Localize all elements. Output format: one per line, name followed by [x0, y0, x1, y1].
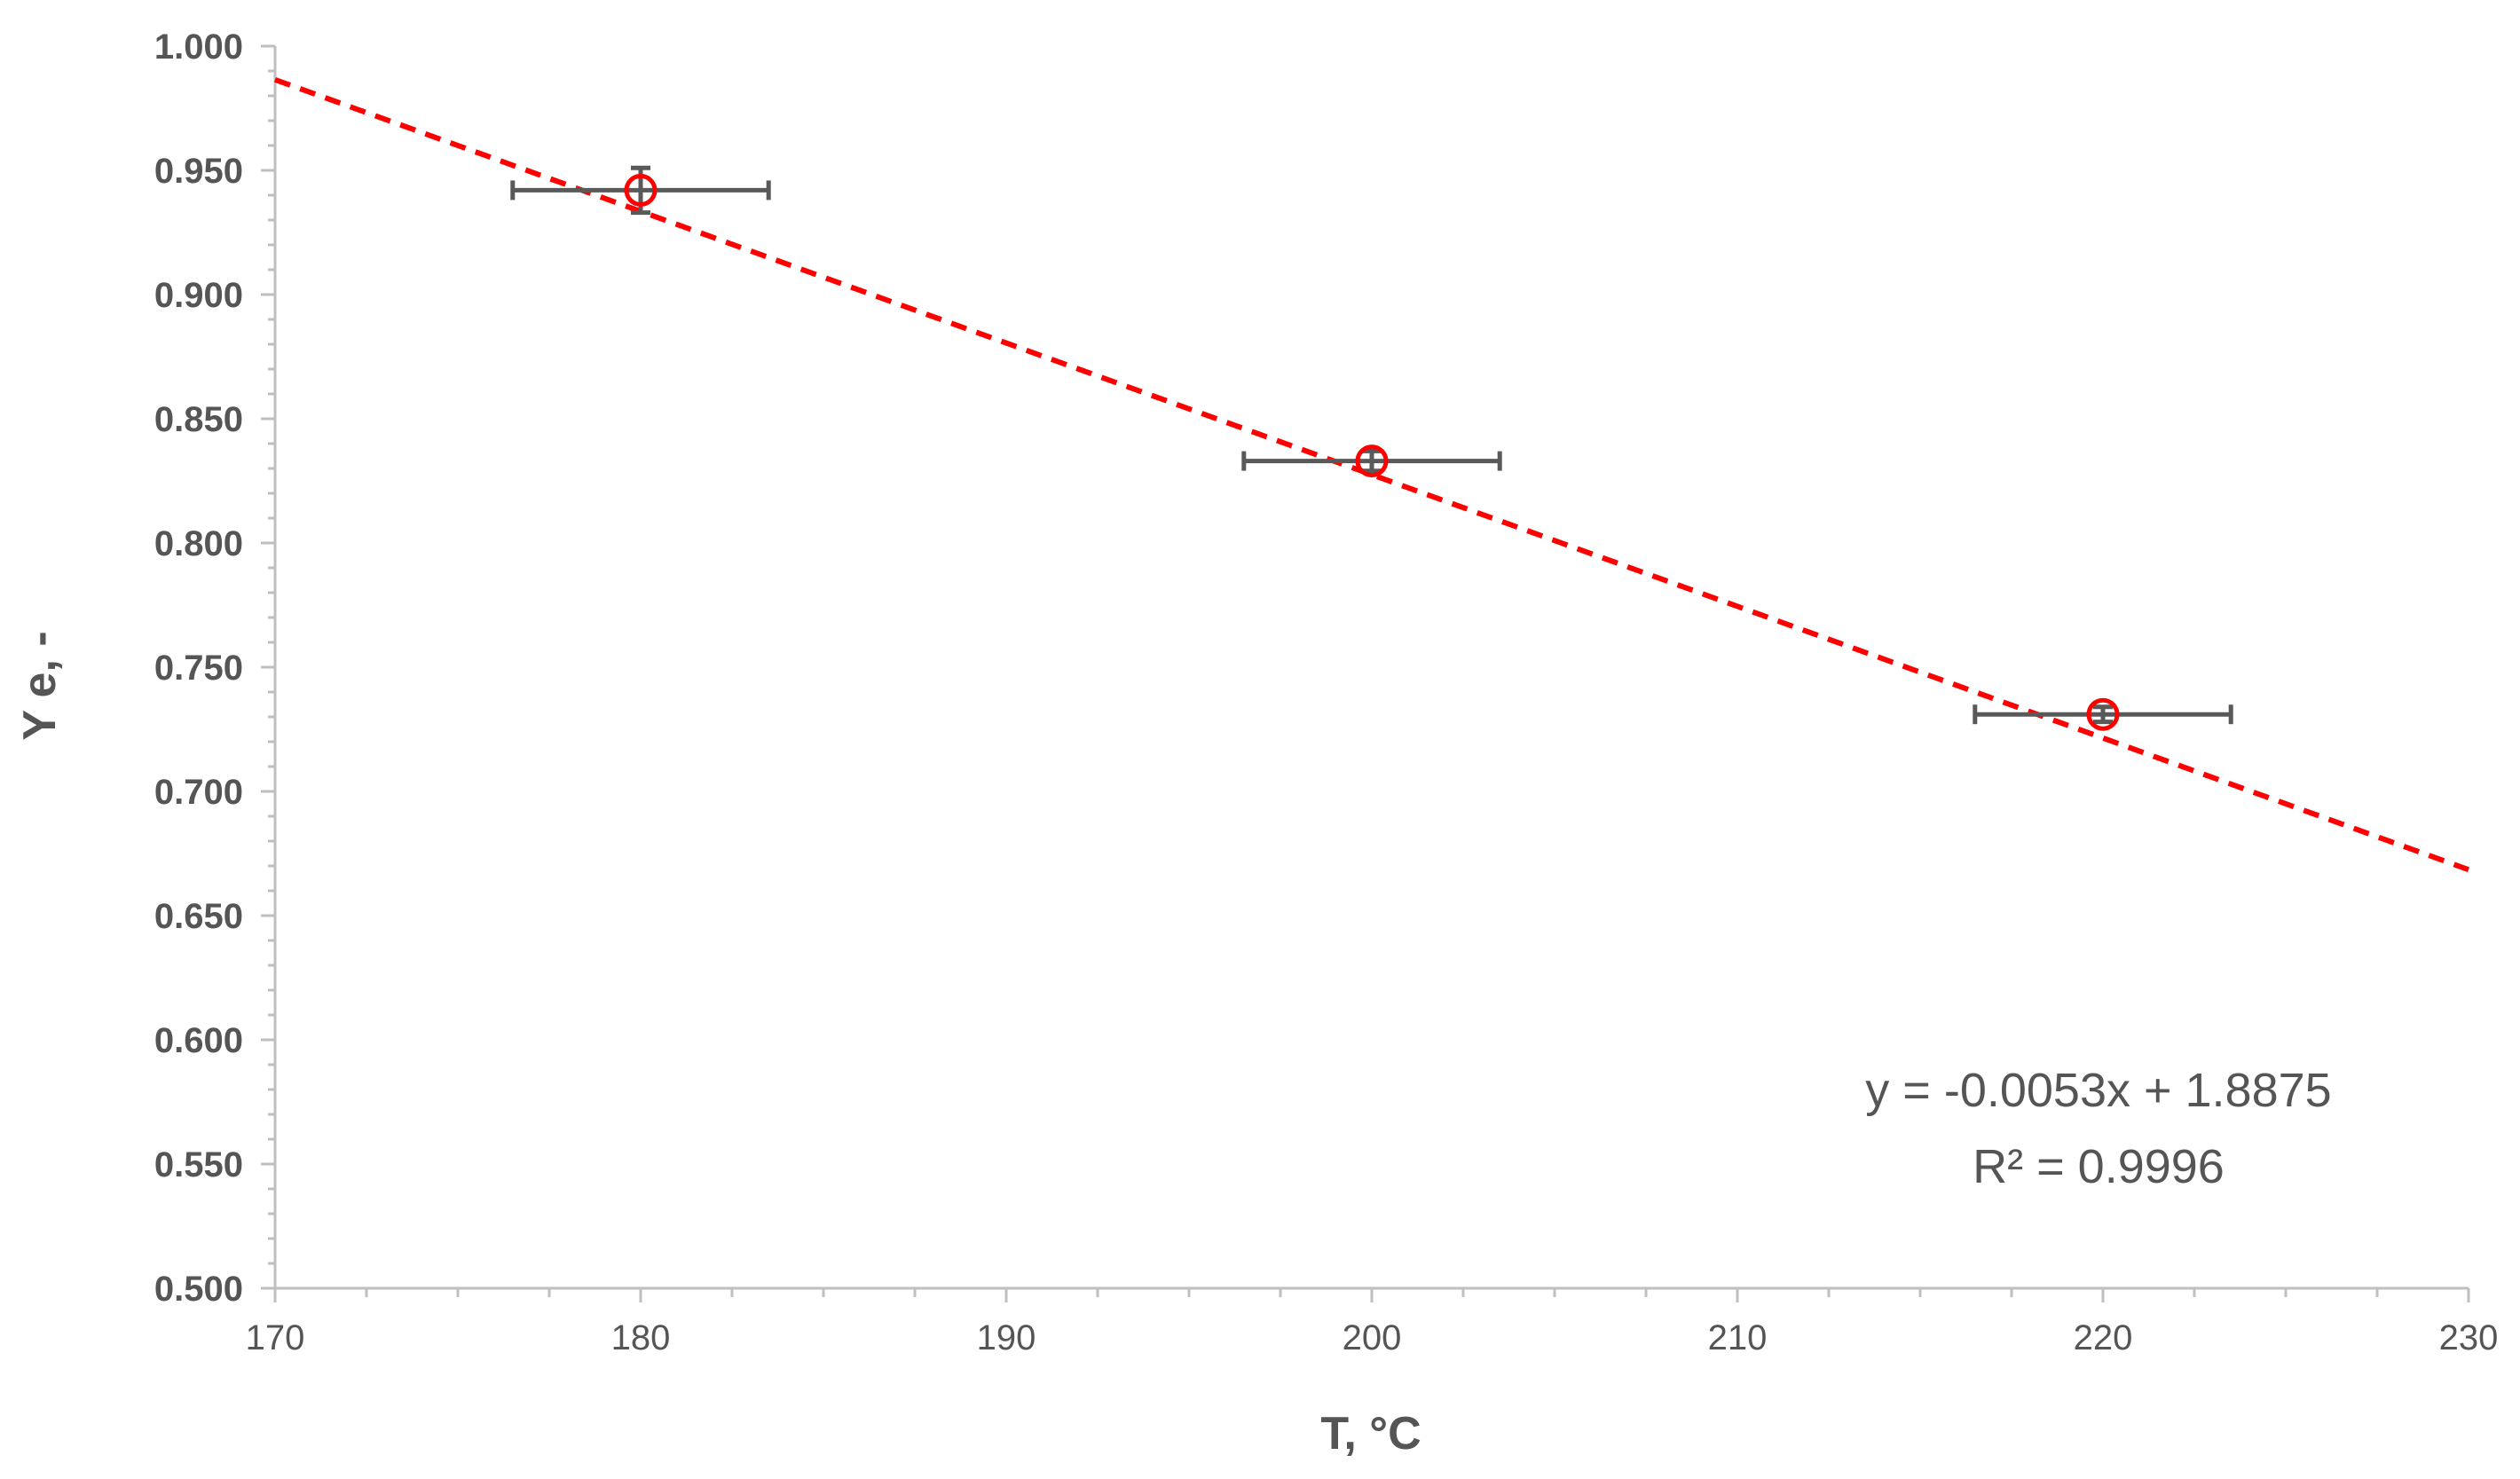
axes	[261, 44, 2470, 1302]
y-axis-title: Y e, -	[14, 631, 66, 740]
x-tick-label: 220	[2074, 1318, 2133, 1357]
y-tick-label: 0.600	[154, 1021, 243, 1060]
trendline-r-squared: R² = 0.9996	[1973, 1140, 2225, 1193]
x-tick-label: 190	[977, 1318, 1036, 1357]
x-tick-label: 180	[611, 1318, 671, 1357]
y-tick-label: 0.800	[154, 524, 243, 563]
data-point	[2086, 697, 2120, 731]
x-tick-label: 210	[1708, 1318, 1768, 1357]
y-tick-label: 0.500	[154, 1270, 243, 1309]
y-tick-label: 0.750	[154, 649, 243, 688]
data-points	[624, 173, 2120, 731]
y-tick-label: 0.900	[154, 276, 243, 315]
y-tick-label: 1.000	[154, 28, 243, 67]
trendline-equation: y = -0.0053x + 1.8875	[1865, 1064, 2331, 1117]
x-tick-label: 170	[246, 1318, 305, 1357]
y-tick-label: 0.700	[154, 773, 243, 812]
y-tick-label: 0.550	[154, 1145, 243, 1184]
x-tick-label: 230	[2439, 1318, 2499, 1357]
y-tick-label: 0.650	[154, 897, 243, 936]
y-tick-label: 0.850	[154, 400, 243, 439]
tick-labels: 0.500 0.550 0.600 0.650 0.700 0.750 0.800 0.850…	[154, 28, 2498, 1357]
x-tick-label: 200	[1343, 1318, 1402, 1357]
data-point	[1355, 444, 1389, 478]
error-bars	[510, 165, 2233, 725]
y-tick-label: 0.950	[154, 152, 243, 191]
data-point	[624, 173, 658, 207]
x-axis-title: T, °C	[1320, 1408, 1421, 1459]
